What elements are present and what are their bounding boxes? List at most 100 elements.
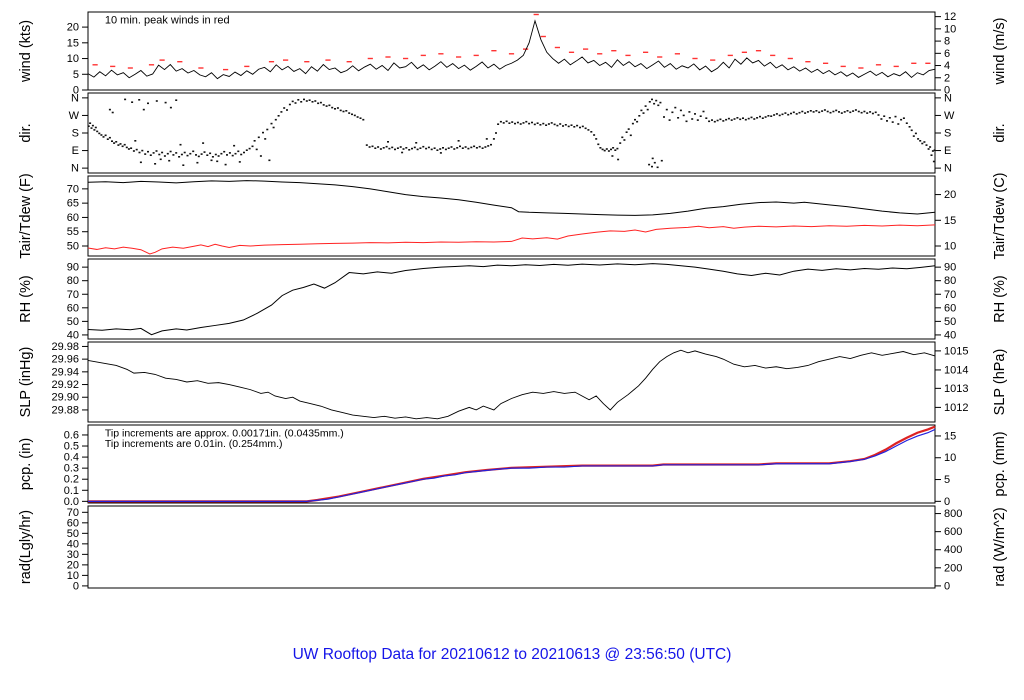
- axis-title-right: rad (W/m^2): [992, 507, 1008, 586]
- tick-label-left: 30: [67, 549, 79, 561]
- tick-label-right: 200: [944, 562, 962, 574]
- series-tair: [87, 180, 936, 216]
- tick-label-right: S: [944, 128, 951, 140]
- tick-label-left: 20: [67, 22, 79, 34]
- rooftop-chart: 0 5 10 15 20 0 2 4 6 8 10 12 wind (kts) wind (m/s) 10 …: [18, 11, 1008, 592]
- tick-label-left: E: [72, 145, 79, 157]
- tick-label-right: 0: [944, 496, 950, 508]
- series-tdew: [87, 224, 936, 255]
- axis-title-left: SLP (inHg): [18, 347, 34, 418]
- axis-title-right: pcp. (mm): [992, 431, 1008, 496]
- tick-label-right: 20: [944, 189, 956, 201]
- tick-label-right: 70: [944, 289, 956, 301]
- tick-label-left: 0.5: [64, 441, 79, 453]
- tick-label-right: N: [944, 163, 952, 175]
- tick-label-right: 0: [944, 85, 950, 97]
- tick-label-left: 10: [67, 53, 79, 65]
- tick-label-right: 6: [944, 48, 950, 60]
- tick-label-left: 0.0: [64, 496, 79, 508]
- tick-label-right: 2: [944, 72, 950, 84]
- series-relative-humidity: [87, 263, 936, 336]
- tick-label-left: 80: [67, 275, 79, 287]
- panel-rad: 0102030405060700200400600800rad(Lgly/hr)…: [18, 505, 1008, 592]
- tick-label-right: 10: [944, 452, 956, 464]
- tick-label-left: 29.94: [51, 366, 79, 378]
- axis-title-left: dir.: [18, 123, 34, 142]
- tick-label-left: 29.88: [51, 404, 79, 416]
- series-wind-direction: [87, 98, 936, 169]
- chart-title: UW Rooftop Data for 20210612 to 20210613…: [292, 646, 732, 663]
- tick-label-right: 1013: [944, 383, 968, 395]
- tick-label-right: 10: [944, 23, 956, 35]
- tick-label-left: 29.96: [51, 354, 79, 366]
- tick-label-right: W: [944, 110, 955, 122]
- axis-title-right: dir.: [992, 123, 1008, 142]
- tick-label-left: 10: [67, 570, 79, 582]
- tick-label-right: 80: [944, 275, 956, 287]
- tick-label-right: 40: [944, 329, 956, 341]
- tick-label-left: 40: [67, 329, 79, 341]
- tick-label-left: 55: [67, 226, 79, 238]
- tick-label-right: 1015: [944, 345, 968, 357]
- tick-label-right: 8: [944, 36, 950, 48]
- tick-label-left: 40: [67, 538, 79, 550]
- tick-label-right: 1014: [944, 364, 968, 376]
- tick-label-left: 5: [73, 69, 79, 81]
- tick-label-left: 70: [67, 183, 79, 195]
- tick-label-left: S: [72, 128, 79, 140]
- tick-label-left: 29.92: [51, 379, 79, 391]
- tick-label-left: 0.3: [64, 463, 79, 475]
- series-peak-winds: [92, 13, 931, 71]
- tick-label-left: 0.2: [64, 474, 79, 486]
- tick-label-right: 60: [944, 302, 956, 314]
- tick-label-left: 0.6: [64, 429, 79, 441]
- tick-label-left: 15: [67, 37, 79, 49]
- tick-label-left: 0: [73, 580, 79, 592]
- series-wind-speed: [87, 19, 936, 80]
- tick-label-left: 60: [67, 302, 79, 314]
- tick-label-left: N: [71, 92, 79, 104]
- tick-label-left: 29.98: [51, 341, 79, 353]
- tick-label-right: 5: [944, 474, 950, 486]
- panel-pcp: 0.00.10.20.30.40.50.6 0 5 10 15 pcp. (in) pcp.…: [18, 424, 1008, 508]
- annotation-wind-0: 10 min. peak winds in red: [105, 14, 230, 26]
- tick-label-right: 1012: [944, 402, 968, 414]
- tick-label-left: 50: [67, 241, 79, 253]
- annotation-pcp-0: Tip increments are approx. 0.00171in. (0…: [105, 427, 344, 439]
- annotation-pcp-1: Tip increments are 0.01in. (0.254mm.): [105, 438, 283, 450]
- axis-title-left: rad(Lgly/hr): [18, 510, 34, 584]
- axis-title-left: RH (%): [18, 275, 34, 323]
- axis-title-right: Tair/Tdew (C): [992, 172, 1008, 259]
- tick-label-left: 70: [67, 507, 79, 519]
- tick-label-right: 15: [944, 215, 956, 227]
- series-precip-gauge-blue: [88, 428, 936, 502]
- tick-label-right: 400: [944, 544, 962, 556]
- tick-label-left: N: [71, 163, 79, 175]
- axis-title-left: pcp. (in): [18, 438, 34, 490]
- tick-label-right: 0: [944, 580, 950, 592]
- tick-label-left: 70: [67, 289, 79, 301]
- tick-label-right: 600: [944, 526, 962, 538]
- tick-label-left: 0.4: [64, 452, 79, 464]
- tick-label-left: 50: [67, 316, 79, 328]
- tick-label-right: E: [944, 145, 951, 157]
- tick-label-right: 50: [944, 316, 956, 328]
- tick-label-left: 90: [67, 262, 79, 274]
- series-sea-level-pressure: [87, 349, 936, 420]
- tick-label-right: 4: [944, 60, 950, 72]
- tick-label-right: N: [944, 92, 952, 104]
- axis-title-right: wind (m/s): [992, 18, 1008, 86]
- axis-title-right: RH (%): [992, 275, 1008, 323]
- tick-label-left: 0: [73, 85, 79, 97]
- axis-title-left: wind (kts): [18, 20, 34, 83]
- tick-label-right: 800: [944, 508, 962, 520]
- tick-label-left: 50: [67, 528, 79, 540]
- tick-label-left: 29.90: [51, 392, 79, 404]
- tick-label-right: 12: [944, 11, 956, 23]
